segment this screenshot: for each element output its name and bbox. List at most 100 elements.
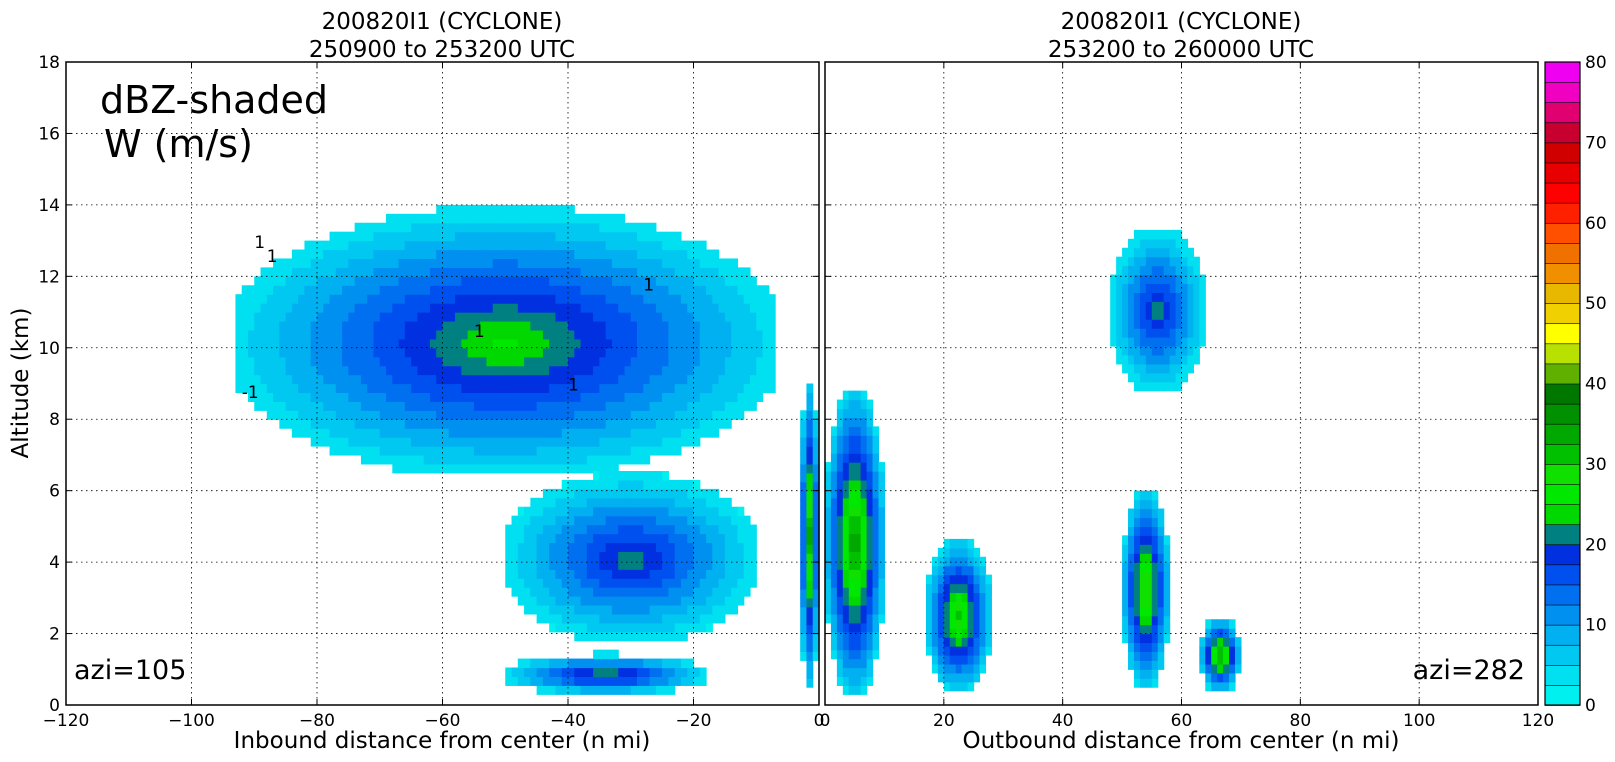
echo-cell [699, 356, 707, 367]
echo-cell [342, 356, 349, 367]
echo-cell [1223, 672, 1230, 683]
echo-cell [643, 658, 651, 669]
colorbar-segment [1544, 343, 1581, 365]
echo-cell [812, 437, 820, 447]
echo-cell [985, 628, 992, 638]
echo-cell [511, 312, 519, 322]
echo-cell [1145, 544, 1153, 554]
echo-cell [442, 446, 450, 456]
echo-cell [618, 551, 626, 561]
echo-cell [348, 320, 356, 331]
echo-cell [724, 294, 732, 304]
echo-cell [574, 533, 582, 544]
echo-cell [524, 383, 531, 394]
echo-cell [511, 365, 519, 376]
echo-cell [273, 258, 280, 269]
echo-cell [599, 240, 607, 251]
echo-cell [511, 437, 519, 447]
echo-cell [574, 578, 582, 588]
echo-cell [611, 533, 619, 544]
echo-cell [524, 249, 531, 260]
echo-cell [329, 419, 337, 429]
echo-cell [611, 524, 619, 535]
echo-cell [555, 533, 563, 544]
echo-cell [637, 622, 644, 633]
echo-cell [542, 374, 550, 385]
echo-cell [580, 320, 588, 331]
echo-cell [618, 374, 626, 385]
echo-cell [937, 583, 945, 594]
echo-cell [806, 571, 814, 581]
echo-cell [455, 365, 462, 376]
echo-cell [354, 312, 362, 322]
echo-cell [1199, 319, 1206, 329]
echo-cell [706, 365, 713, 376]
echo-cell [411, 329, 418, 340]
echo-cell [542, 506, 550, 517]
echo-cell [586, 312, 594, 322]
echo-cell [586, 347, 594, 358]
echo-cell [1151, 363, 1159, 374]
echo-cell [423, 347, 431, 358]
echo-cell [699, 569, 707, 579]
echo-cell [866, 569, 874, 579]
echo-cell [854, 435, 862, 445]
echo-cell [655, 347, 663, 358]
echo-cell [693, 267, 701, 277]
outbound-radar-data [825, 229, 1242, 695]
echo-cell [354, 338, 362, 349]
echo-cell [335, 365, 343, 376]
echo-cell [480, 240, 488, 251]
echo-cell [687, 365, 695, 376]
echo-cell [373, 410, 381, 420]
echo-cell [637, 392, 644, 402]
echo-cell [360, 356, 368, 367]
echo-cell [429, 463, 437, 474]
echo-cell [1187, 247, 1194, 258]
echo-cell [655, 488, 663, 499]
echo-cell [398, 231, 406, 242]
echo-cell [492, 410, 500, 420]
echo-cell [342, 303, 349, 313]
echo-cell [743, 383, 751, 394]
echo-cell [574, 437, 582, 447]
echo-cell [724, 596, 732, 606]
echo-cell [806, 428, 814, 438]
echo-cell [379, 365, 387, 376]
echo-cell [842, 515, 850, 526]
echo-cell [599, 303, 607, 313]
echo-cell [411, 285, 418, 295]
echo-cell [1128, 562, 1135, 572]
echo-cell [687, 658, 695, 669]
echo-cell [568, 249, 575, 260]
echo-cell [498, 320, 506, 331]
echo-cell [593, 560, 600, 570]
echo-cell [599, 222, 607, 233]
echo-cell [687, 560, 695, 570]
echo-cell [624, 596, 632, 606]
echo-cell [241, 312, 249, 322]
echo-cell [586, 276, 594, 286]
echo-cell [273, 267, 280, 277]
echo-cell [404, 240, 412, 251]
echo-cell [655, 329, 663, 340]
echo-cell [335, 294, 343, 304]
echo-cell [630, 329, 638, 340]
echo-cell [768, 383, 776, 394]
echo-cell [649, 320, 657, 331]
echo-cell [967, 556, 975, 567]
echo-cell [836, 596, 844, 606]
echo-cell [718, 569, 726, 579]
echo-cell [291, 285, 299, 295]
echo-cell [549, 596, 557, 606]
echo-cell [878, 462, 886, 472]
echo-cell [605, 312, 613, 322]
echo-cell [706, 320, 713, 331]
echo-cell [674, 249, 682, 260]
echo-cell [872, 551, 880, 561]
echo-cell [386, 446, 393, 456]
echo-cell [1110, 337, 1117, 347]
echo-cell [599, 533, 607, 544]
echo-cell [574, 463, 582, 474]
echo-cell [680, 383, 688, 394]
